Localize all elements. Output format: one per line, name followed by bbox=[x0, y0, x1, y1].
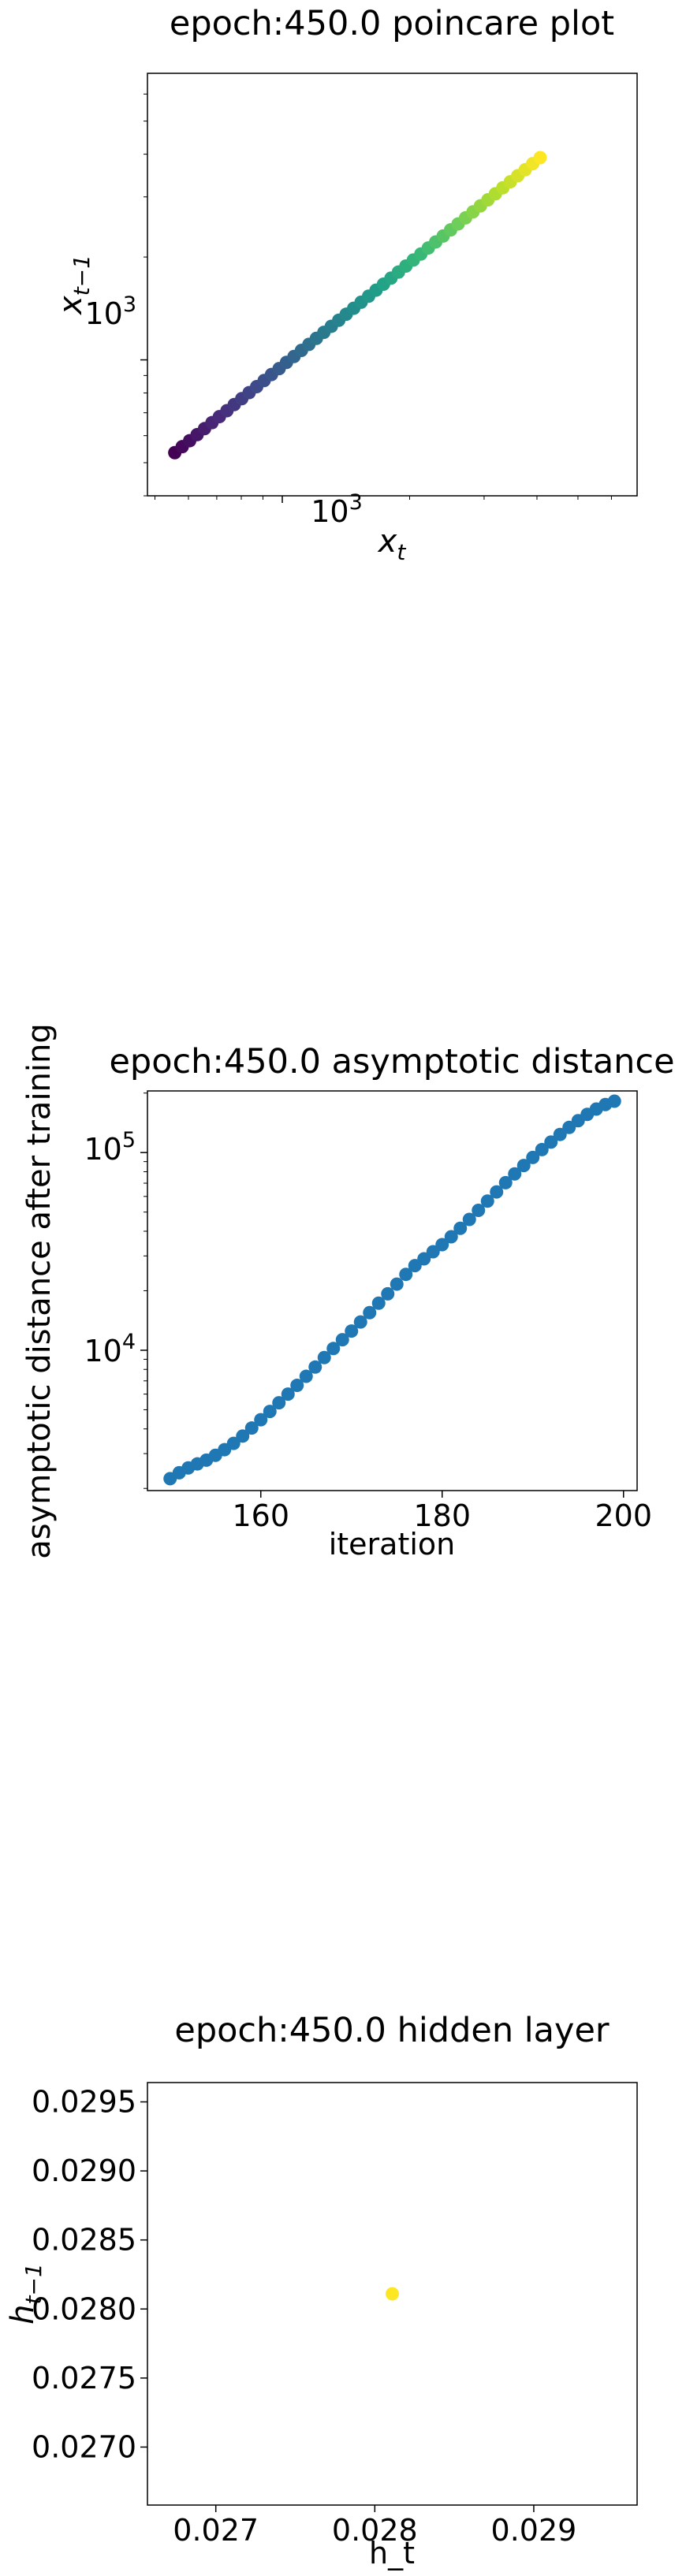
asymptotic-point bbox=[553, 1127, 567, 1141]
asymptotic-point bbox=[226, 1436, 240, 1450]
asymptotic-point bbox=[462, 1212, 476, 1227]
hidden-layer-x-tick-label: 0.027 bbox=[173, 2513, 259, 2548]
poincare-x-axis-label: xt bbox=[377, 523, 407, 565]
hidden-layer-y-tick-label: 0.0290 bbox=[32, 2153, 136, 2188]
hidden-layer-y-tick-label: 0.0275 bbox=[32, 2361, 136, 2395]
asymptotic-point bbox=[472, 1204, 486, 1218]
asymptotic-point bbox=[544, 1135, 558, 1149]
asymptotic-ticks: 160 180 200 bbox=[140, 1093, 652, 1533]
asymptotic-point bbox=[535, 1142, 549, 1156]
poincare-chart: epoch:450.0 poincare plot 103 103 xt xt−… bbox=[53, 4, 638, 565]
asymptotic-point bbox=[254, 1413, 268, 1427]
asymptotic-y-tick-label-1e4: 104 bbox=[84, 1330, 136, 1368]
asymptotic-point bbox=[244, 1421, 259, 1435]
asymptotic-point bbox=[290, 1379, 304, 1393]
asymptotic-point bbox=[453, 1221, 468, 1235]
asymptotic-point bbox=[326, 1342, 341, 1356]
asymptotic-chart: epoch:450.0 asymptotic distance 160 180 20… bbox=[21, 1023, 675, 1562]
asymptotic-point bbox=[435, 1238, 449, 1252]
asymptotic-point bbox=[444, 1230, 458, 1244]
hidden-layer-x-axis-label: h_t bbox=[369, 2536, 415, 2570]
asymptotic-point bbox=[236, 1429, 250, 1443]
svg-text:xt: xt bbox=[377, 523, 407, 565]
asymptotic-point bbox=[417, 1252, 431, 1266]
hidden-layer-y-tick-label: 0.0280 bbox=[32, 2291, 136, 2326]
asymptotic-point bbox=[335, 1333, 349, 1347]
hidden-layer-ticks: 0.027 0.028 0.029 0.0270 0.0275 0.0280 0.0285 0… bbox=[32, 2085, 576, 2548]
hidden-layer-x-tick-label: 0.028 bbox=[332, 2513, 418, 2548]
asymptotic-x-tick-label: 160 bbox=[232, 1498, 289, 1533]
asymptotic-point bbox=[345, 1324, 359, 1338]
svg-text:103: 103 bbox=[84, 292, 136, 331]
asymptotic-point bbox=[363, 1305, 377, 1320]
hidden-layer-y-axis-label: ht−1 bbox=[5, 2263, 47, 2325]
svg-text:xt−1: xt−1 bbox=[53, 255, 95, 316]
poincare-x-tick-label: 103 bbox=[311, 490, 363, 529]
asymptotic-point bbox=[399, 1268, 413, 1282]
poincare-points bbox=[168, 151, 547, 460]
hidden-layer-chart: epoch:450.0 hidden layer 0.027 0.028 0.029… bbox=[5, 2011, 638, 2570]
asymptotic-y-axis-label: asymptotic distance after training bbox=[21, 1023, 58, 1559]
asymptotic-point bbox=[426, 1245, 440, 1259]
hidden-layer-y-tick-label: 0.0295 bbox=[32, 2085, 136, 2120]
asymptotic-point bbox=[371, 1296, 386, 1310]
asymptotic-x-tick-label: 180 bbox=[413, 1498, 471, 1533]
poincare-ticks bbox=[140, 93, 612, 503]
asymptotic-point bbox=[516, 1159, 531, 1173]
asymptotic-title: epoch:450.0 asymptotic distance bbox=[109, 1042, 674, 1081]
asymptotic-point bbox=[526, 1150, 540, 1164]
asymptotic-y-tick-label-1e5: 105 bbox=[84, 1128, 136, 1167]
asymptotic-point bbox=[299, 1369, 313, 1383]
asymptotic-point bbox=[490, 1185, 504, 1199]
asymptotic-point bbox=[272, 1396, 286, 1410]
svg-text:105: 105 bbox=[84, 1128, 136, 1167]
asymptotic-point bbox=[508, 1167, 522, 1181]
asymptotic-point bbox=[390, 1277, 404, 1291]
asymptotic-x-axis-label: iteration bbox=[329, 1527, 456, 1562]
asymptotic-point bbox=[498, 1175, 513, 1189]
svg-text:ht−1: ht−1 bbox=[5, 2263, 47, 2325]
hidden-layer-y-tick-label: 0.0285 bbox=[32, 2223, 136, 2258]
asymptotic-x-tick-label: 200 bbox=[595, 1498, 652, 1533]
svg-text:103: 103 bbox=[311, 490, 363, 529]
asymptotic-point bbox=[381, 1286, 395, 1301]
asymptotic-point bbox=[480, 1194, 494, 1208]
poincare-title: epoch:450.0 poincare plot bbox=[170, 4, 614, 43]
asymptotic-points bbox=[163, 1094, 621, 1486]
asymptotic-point bbox=[263, 1405, 277, 1419]
asymptotic-point bbox=[607, 1094, 621, 1108]
svg-text:104: 104 bbox=[84, 1330, 136, 1368]
hidden-layer-y-tick-label: 0.0270 bbox=[32, 2429, 136, 2464]
poincare-y-axis-label: xt−1 bbox=[53, 255, 95, 316]
hidden-layer-points bbox=[386, 2287, 399, 2301]
hidden-layer-point bbox=[386, 2287, 399, 2301]
poincare-y-tick-label: 103 bbox=[84, 292, 136, 331]
hidden-layer-title: epoch:450.0 hidden layer bbox=[174, 2011, 610, 2050]
poincare-point bbox=[533, 151, 547, 165]
asymptotic-point bbox=[308, 1360, 322, 1374]
asymptotic-point bbox=[281, 1387, 295, 1402]
asymptotic-point bbox=[317, 1350, 331, 1364]
asymptotic-point bbox=[353, 1315, 367, 1329]
hidden-layer-x-tick-label: 0.029 bbox=[491, 2513, 577, 2548]
